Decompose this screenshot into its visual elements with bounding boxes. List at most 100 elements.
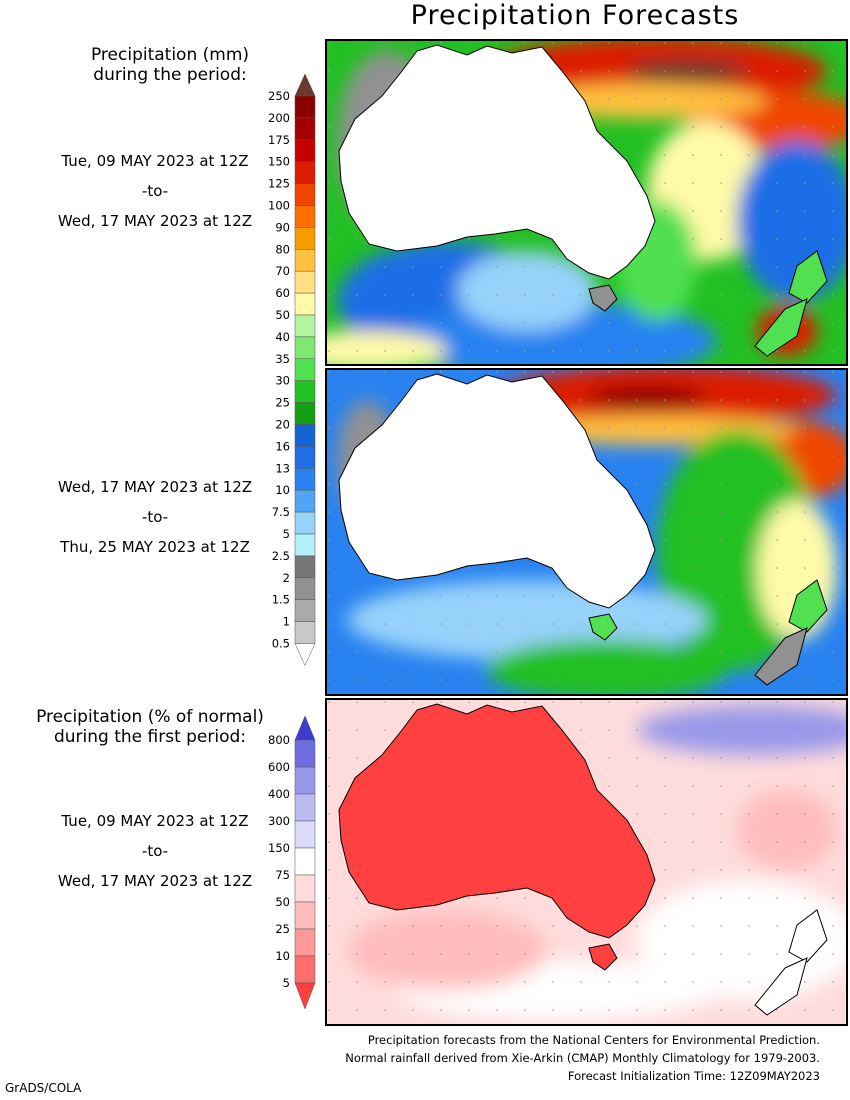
colorbar-tick-label: 200 (268, 111, 290, 125)
colorbar-tick-label: 150 (268, 841, 290, 855)
footer-line-1: Precipitation forecasts from the Nationa… (367, 1033, 820, 1047)
footer-line-2: Normal rainfall derived from Xie-Arkin (… (345, 1051, 820, 1065)
colorbar-tick-label: 2.5 (272, 549, 290, 563)
new-zealand-north (788, 579, 828, 633)
colorbar-swatch (294, 874, 316, 903)
colorbar-swatch (294, 739, 316, 768)
mm-scale-heading: Precipitation (mm) during the period: (40, 45, 300, 85)
colorbar-swatch (294, 380, 316, 403)
heading-line-1: Precipitation (% of normal) (36, 707, 264, 727)
colorbar-tick-label: 600 (268, 760, 290, 774)
colorbar-tick-label: 25 (275, 922, 290, 936)
colorbar-tick-label: 125 (268, 177, 290, 191)
colorbar-swatch (294, 183, 316, 206)
colorbar-tick-label: 250 (268, 89, 290, 103)
colorbar-swatch (294, 468, 316, 491)
colorbar-swatch (294, 270, 316, 294)
colorbar-swatch (294, 117, 316, 141)
colorbar-swatch (294, 205, 316, 228)
period-2-sep: -to- (141, 508, 169, 526)
colorbar-swatch (294, 901, 316, 930)
colorbar-swatch (294, 577, 316, 600)
tasmania-landmass (588, 284, 618, 312)
colorbar-swatch (294, 446, 316, 469)
colorbar-swatch (294, 820, 316, 849)
colorbar-tick-label: 75 (275, 868, 290, 882)
footer-notes: Precipitation forecasts from the Nationa… (345, 1031, 820, 1085)
australia-landmass (338, 373, 656, 609)
colorbar-swatch (294, 402, 316, 425)
colorbar-tick-label: 35 (275, 352, 290, 366)
colorbar-tick-label: 60 (275, 286, 290, 300)
australia-landmass (338, 44, 656, 280)
colorbar-tick-label: 5 (283, 527, 290, 541)
colorbar-tick-label: 10 (275, 949, 290, 963)
new-zealand-south (754, 298, 808, 357)
colorbar-tick-label: 20 (275, 418, 290, 432)
colorbar-swatch (294, 511, 316, 535)
period-3-end: Wed, 17 MAY 2023 at 12Z (57, 872, 253, 890)
colorbar-swatch (294, 489, 316, 513)
colorbar-tick-label: 0.5 (272, 637, 290, 651)
colorbar-tick-label: 50 (275, 308, 290, 322)
colorbar-swatch (294, 533, 316, 557)
colorbar-tick-label: 80 (275, 242, 290, 256)
colorbar-swatch (294, 314, 316, 338)
colorbar-tick-label: 40 (275, 330, 290, 344)
colorbar-tick-label: 7.5 (272, 505, 290, 519)
mm-colorbar: 2502001751501251009080706050403530252016… (268, 73, 316, 667)
colorbar-tick-label: 150 (268, 155, 290, 169)
period-3-sep: -to- (141, 842, 169, 860)
colorbar-tick-label: 2 (283, 571, 290, 585)
page-title: Precipitation Forecasts (410, 0, 740, 31)
period-3-start: Tue, 09 MAY 2023 at 12Z (61, 812, 249, 830)
colorbar-tick-label: 1.5 (272, 593, 290, 607)
period-1-start: Tue, 09 MAY 2023 at 12Z (61, 152, 249, 170)
new-zealand-south (754, 627, 808, 686)
colorbar-tick-label: 10 (275, 483, 290, 497)
colorbar-swatch (294, 955, 316, 984)
period-1-sep: -to- (141, 182, 169, 200)
map-period-1 (325, 39, 848, 366)
colorbar-swatch (294, 599, 316, 622)
colorbar-swatch (294, 928, 316, 957)
colorbar-swatch (294, 555, 316, 579)
colorbar-tick-label: 90 (275, 220, 290, 234)
new-zealand-south (754, 957, 808, 1016)
colorbar-swatch (294, 336, 316, 360)
colorbar-swatch (294, 95, 316, 119)
colorbar-tick-label: 50 (275, 895, 290, 909)
period-1-end: Wed, 17 MAY 2023 at 12Z (57, 212, 253, 230)
map-period-2 (325, 368, 848, 696)
colorbar-tick-label: 30 (275, 374, 290, 388)
colorbar-arrow-bottom (294, 982, 316, 1010)
colorbar-swatch (294, 621, 316, 644)
new-zealand-north (788, 909, 828, 963)
colorbar-tick-label: 100 (268, 199, 290, 213)
colorbar-tick-label: 25 (275, 396, 290, 410)
period-2-start: Wed, 17 MAY 2023 at 12Z (57, 478, 253, 496)
colorbar-swatch (294, 161, 316, 184)
tasmania-landmass (588, 613, 618, 641)
map-percent-normal (325, 698, 848, 1026)
colorbar-arrow-bottom (294, 643, 316, 667)
colorbar-tick-label: 800 (268, 733, 290, 747)
colorbar-swatch (294, 358, 316, 381)
colorbar-swatch (294, 766, 316, 795)
colorbar-swatch (294, 424, 316, 447)
colorbar-swatch (294, 249, 316, 272)
pct-scale-heading: Precipitation (% of normal) during the f… (10, 707, 290, 747)
period-3-label: Tue, 09 MAY 2023 at 12Z -to- Wed, 17 MAY… (20, 806, 290, 896)
colorbar-tick-label: 400 (268, 787, 290, 801)
colorbar-tick-label: 70 (275, 264, 290, 278)
colorbar-arrow-top (294, 715, 316, 741)
period-1-label: Tue, 09 MAY 2023 at 12Z -to- Wed, 17 MAY… (20, 146, 290, 236)
tasmania-landmass (588, 943, 618, 971)
colorbar-swatch (294, 793, 316, 822)
colorbar-tick-label: 300 (268, 814, 290, 828)
period-2-end: Thu, 25 MAY 2023 at 12Z (60, 538, 250, 556)
heading-line-2: during the period: (93, 65, 247, 85)
new-zealand-north (788, 250, 828, 304)
colorbar-swatch (294, 847, 316, 876)
colorbar-tick-label: 175 (268, 133, 290, 147)
